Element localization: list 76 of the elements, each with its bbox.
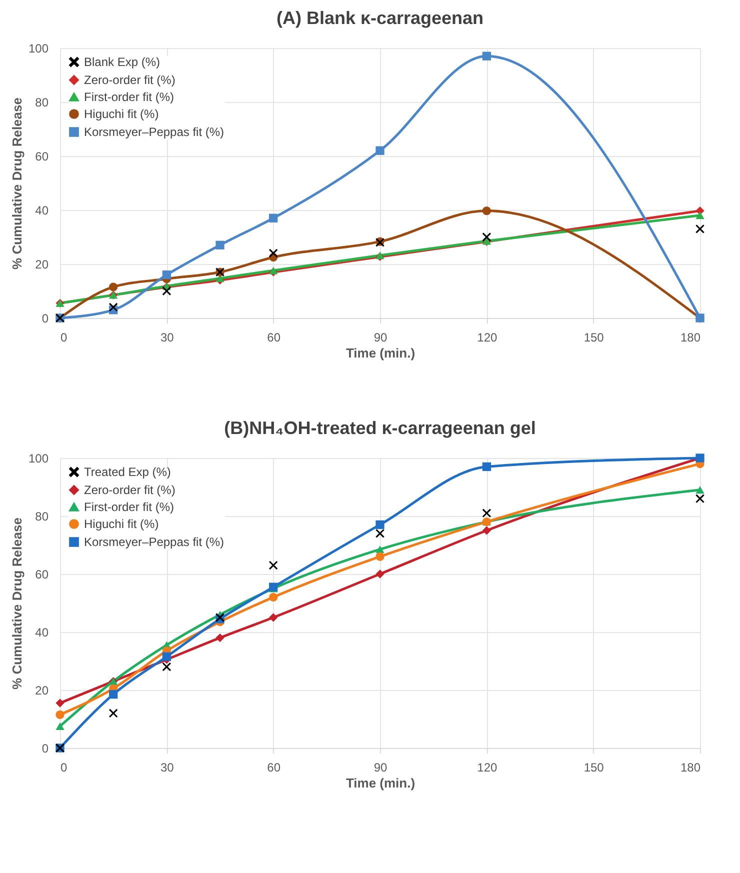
point	[376, 529, 384, 538]
point	[376, 146, 384, 155]
point	[376, 546, 384, 554]
point	[696, 486, 704, 494]
x-tick-label: 30	[160, 330, 174, 344]
x-tick-label: 90	[374, 330, 388, 344]
point	[216, 240, 224, 250]
point	[696, 224, 704, 234]
legend-label: Korsmeyer–Peppas fit (%)	[84, 125, 224, 139]
legend-label: First-order fit (%)	[84, 500, 174, 514]
point	[482, 52, 491, 60]
x-tick-label: 180	[680, 760, 701, 774]
point	[269, 214, 278, 222]
point	[162, 652, 171, 661]
y-tick-label: 60	[35, 568, 49, 582]
point	[162, 270, 171, 280]
x-tick-label: 120	[477, 330, 498, 344]
point	[269, 248, 278, 258]
y-axis-title: % Cumulative Drug Release	[9, 518, 24, 690]
point	[269, 613, 278, 622]
legend-label: Higuchi fit (%)	[84, 107, 159, 121]
point	[109, 302, 118, 312]
y-tick-label: 40	[35, 204, 49, 218]
y-tick-label: 0	[42, 742, 49, 756]
point	[109, 690, 118, 699]
y-axis-title: % Cumulative Drug Release	[9, 98, 24, 270]
point	[696, 494, 704, 503]
point	[482, 206, 491, 216]
y-tick-label: 0	[42, 312, 49, 326]
legend-label: Blank Exp (%)	[84, 55, 160, 69]
point	[482, 508, 491, 518]
point	[269, 592, 278, 602]
x-tick-label: 120	[477, 760, 498, 774]
legend-label: First-order fit (%)	[84, 90, 174, 104]
point	[109, 282, 118, 292]
x-tick-label: 150	[584, 330, 604, 344]
y-tick-label: 20	[35, 258, 49, 272]
y-tick-label: 80	[35, 96, 49, 110]
x-tick-label: 60	[267, 760, 281, 774]
legend-label: Korsmeyer–Peppas fit (%)	[84, 535, 224, 549]
point	[269, 560, 278, 570]
point	[376, 520, 384, 530]
x-axis-title: Time (min.)	[346, 776, 416, 790]
legend-label: Higuchi fit (%)	[84, 517, 159, 531]
x-tick-label: 60	[267, 330, 281, 344]
point	[56, 710, 64, 719]
x-tick-label: 90	[374, 760, 388, 774]
x-tick-label: 150	[584, 760, 604, 774]
y-tick-label: 40	[35, 626, 49, 640]
point	[162, 286, 171, 296]
y-tick-label: 20	[35, 684, 49, 698]
point	[56, 698, 64, 708]
point	[376, 552, 384, 561]
y-tick-label: 60	[35, 150, 49, 164]
point	[482, 526, 491, 535]
legend-label: Treated Exp (%)	[84, 465, 171, 479]
x-tick-label: 180	[680, 330, 701, 344]
x-tick-label: 0	[60, 760, 68, 774]
point	[482, 232, 491, 242]
point	[109, 708, 118, 718]
chart-title: (A) Blank κ-carrageenan	[276, 8, 484, 28]
x-axis-title: Time (min.)	[346, 346, 416, 360]
point	[216, 633, 224, 642]
legend-label: Zero-order fit (%)	[84, 73, 176, 87]
x-tick-label: 30	[160, 760, 174, 774]
x-tick-label: 0	[60, 330, 68, 344]
chart-title: (B)NH₄OH-treated κ-carrageenan gel	[224, 418, 536, 438]
point	[696, 212, 704, 220]
point	[376, 570, 384, 578]
y-tick-label: 80	[35, 510, 49, 524]
point	[162, 662, 171, 672]
legend-label: Zero-order fit (%)	[84, 483, 176, 497]
y-tick-label: 100	[28, 42, 49, 56]
point	[482, 462, 491, 472]
point	[56, 722, 64, 730]
y-tick-label: 100	[28, 452, 49, 466]
